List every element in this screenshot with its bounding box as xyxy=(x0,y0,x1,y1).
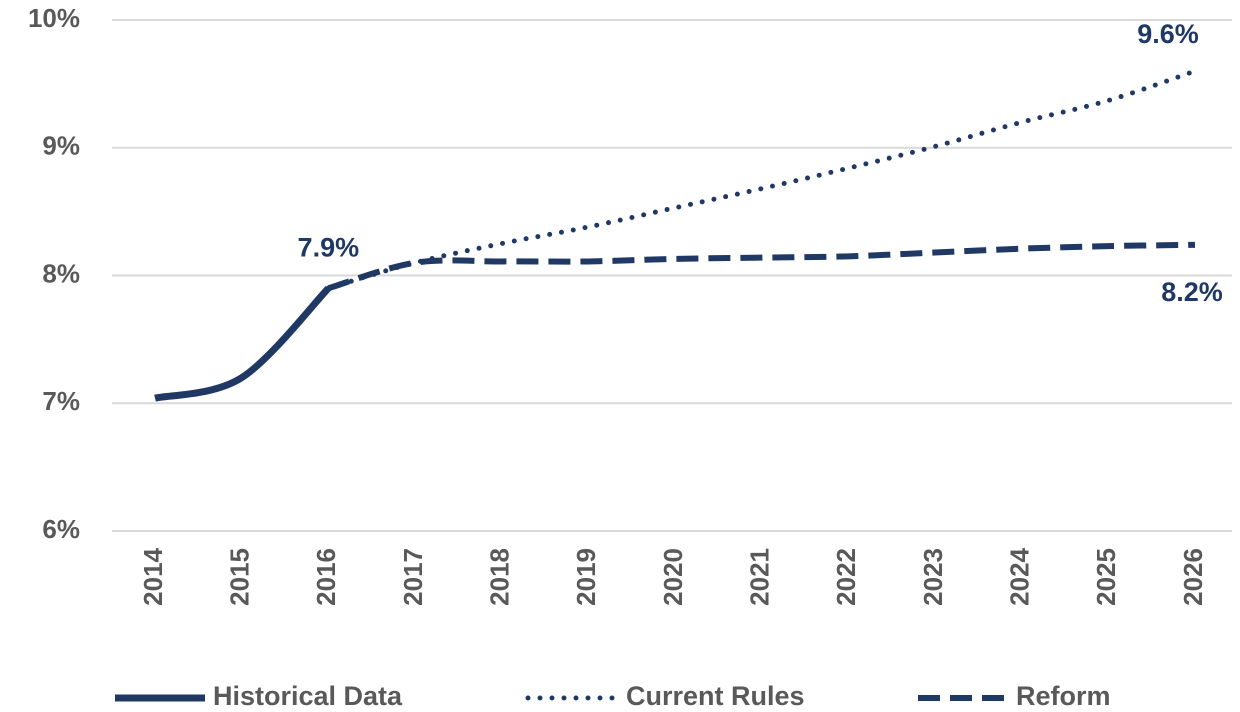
y-tick-label: 9% xyxy=(42,131,80,161)
x-tick-label: 2021 xyxy=(745,548,775,606)
x-tick-label: 2026 xyxy=(1178,548,1208,606)
x-tick-label: 2024 xyxy=(1005,547,1035,605)
y-tick-label: 6% xyxy=(42,514,80,544)
x-tick-label: 2025 xyxy=(1091,548,1121,606)
x-tick-label: 2017 xyxy=(398,548,428,606)
data-label: 9.6% xyxy=(1137,19,1199,49)
x-tick-label: 2023 xyxy=(918,548,948,606)
series-line xyxy=(327,241,1196,292)
x-tick-label: 2022 xyxy=(831,548,861,606)
series-line xyxy=(325,68,1198,291)
data-label: 7.9% xyxy=(298,232,360,262)
x-tick-label: 2016 xyxy=(311,548,341,606)
legend-label: Historical Data xyxy=(213,681,403,711)
x-tick-label: 2014 xyxy=(138,547,168,605)
x-tick-label: 2020 xyxy=(658,548,688,606)
series-line xyxy=(154,285,331,402)
y-tick-label: 8% xyxy=(42,258,80,288)
x-tick-label: 2018 xyxy=(485,548,515,606)
y-tick-label: 7% xyxy=(42,386,80,416)
x-tick-label: 2019 xyxy=(571,548,601,606)
legend-label: Reform xyxy=(1016,681,1111,711)
y-tick-label: 10% xyxy=(28,3,80,33)
x-tick-label: 2015 xyxy=(225,548,255,606)
data-label: 8.2% xyxy=(1161,277,1223,307)
legend-label: Current Rules xyxy=(626,681,805,711)
